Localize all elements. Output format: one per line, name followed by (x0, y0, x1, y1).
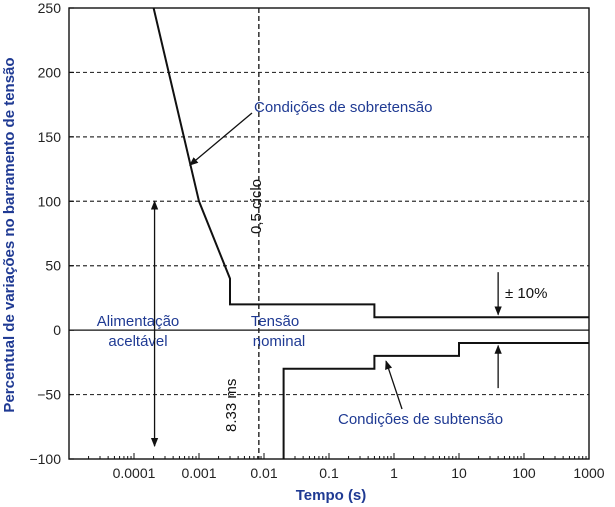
x-tick-label: 1000 (573, 465, 604, 481)
acceptable-label-line2: aceltável (108, 333, 167, 350)
annotation-arrows (150, 112, 502, 448)
x-tick-label: 0.0001 (113, 465, 156, 481)
x-tick-label: 1 (390, 465, 398, 481)
tolerance-label: ± 10% (505, 285, 547, 302)
nominal-label-line2: nominal (253, 333, 306, 350)
plot-frame (68, 7, 590, 460)
undervoltage-curve (282, 342, 589, 459)
reference-lines (69, 8, 589, 459)
acceptable-label-line1: Alimentação (97, 313, 180, 330)
y-tick-label: 150 (38, 129, 62, 145)
y-tick-label: 100 (38, 193, 62, 209)
y-tick-label: 0 (53, 322, 61, 338)
ms-label: 8.33 ms (223, 379, 240, 432)
x-tick-label: 0.01 (250, 465, 277, 481)
y-axis-label: Percentual de variações no barramento de… (1, 57, 18, 412)
plot-border (68, 7, 590, 460)
y-tick-label: −50 (37, 387, 61, 403)
x-tick-label: 100 (512, 465, 536, 481)
x-tick-label: 0.1 (319, 465, 339, 481)
tick-labels: 250 200 150 100 50 0 −50 −100 0.0001 0.001 0.01 0.1… (29, 0, 604, 481)
half-cycle-label: 0,5 ciclo (248, 179, 265, 234)
y-tick-label: −100 (29, 451, 61, 467)
nominal-label-line1: Tensão (251, 313, 299, 330)
y-tick-label: 50 (45, 258, 61, 274)
series-lines (152, 7, 589, 459)
undervoltage-pointer (385, 360, 403, 410)
overvoltage-curve (152, 7, 589, 319)
y-tick-label: 200 (38, 64, 62, 80)
x-tick-label: 0.001 (181, 465, 216, 481)
y-tick-label: 250 (38, 0, 62, 16)
overvoltage-label: Condições de sobretensão (254, 99, 432, 116)
overvoltage-pointer (189, 112, 253, 166)
x-tick-label: 10 (451, 465, 467, 481)
undervoltage-label: Condições de subtensão (338, 411, 503, 428)
x-axis-label: Tempo (s) (296, 487, 367, 504)
